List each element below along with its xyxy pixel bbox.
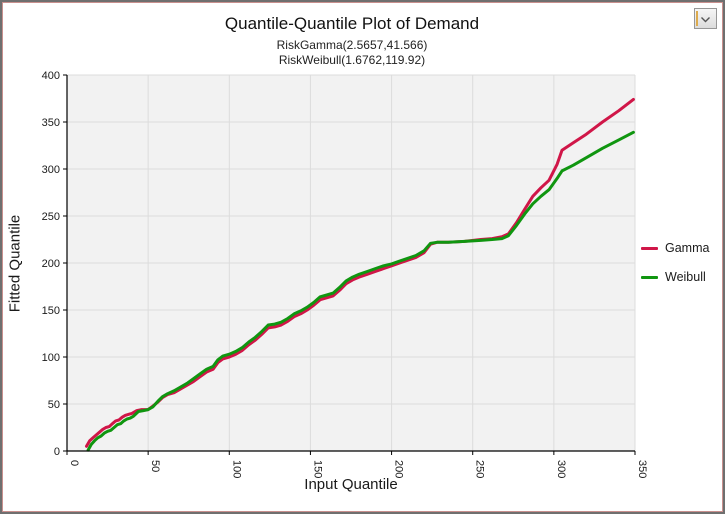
legend-label-gamma: Gamma (665, 241, 710, 255)
svg-text:350: 350 (636, 460, 648, 478)
svg-text:50: 50 (149, 460, 161, 472)
weibull-line-swatch (641, 275, 658, 279)
svg-text:200: 200 (393, 460, 405, 478)
chevron-down-icon (700, 11, 711, 26)
legend-label-weibull: Weibull (665, 270, 706, 284)
svg-text:100: 100 (42, 352, 60, 364)
chart-subtitle-weibull: RiskWeibull(1.6762,119.92) (278, 53, 426, 67)
x-axis-title: Input Quantile (304, 476, 398, 493)
legend: Gamma Weibull (641, 238, 709, 296)
series-weibull (86, 130, 635, 452)
svg-text:150: 150 (311, 460, 323, 478)
tick-labels: 0 50 100 150 200 250 300 350 0 50 100 150 200 250 300 3… (42, 70, 648, 478)
series-gamma (85, 97, 635, 448)
svg-text:150: 150 (42, 305, 60, 317)
svg-text:100: 100 (230, 460, 242, 478)
svg-text:350: 350 (42, 117, 60, 129)
chart-title: Quantile-Quantile Plot of Demand (224, 14, 480, 33)
svg-text:200: 200 (42, 258, 60, 270)
legend-item-gamma: Gamma (641, 238, 709, 258)
gridlines (67, 74, 636, 451)
svg-text:0: 0 (54, 446, 60, 458)
button-accent-mark (696, 11, 698, 26)
chart-subtitle-gamma: RiskGamma(2.5657,41.566) (276, 38, 428, 52)
svg-text:250: 250 (42, 211, 60, 223)
svg-text:0: 0 (68, 460, 80, 466)
tick-marks (63, 74, 636, 455)
svg-text:300: 300 (42, 164, 60, 176)
gamma-line-swatch (641, 246, 658, 250)
graph-options-button[interactable] (694, 8, 717, 29)
svg-text:300: 300 (555, 460, 567, 478)
legend-item-weibull: Weibull (641, 267, 709, 287)
svg-text:250: 250 (474, 460, 486, 478)
svg-text:50: 50 (48, 399, 60, 411)
svg-text:400: 400 (42, 70, 60, 82)
